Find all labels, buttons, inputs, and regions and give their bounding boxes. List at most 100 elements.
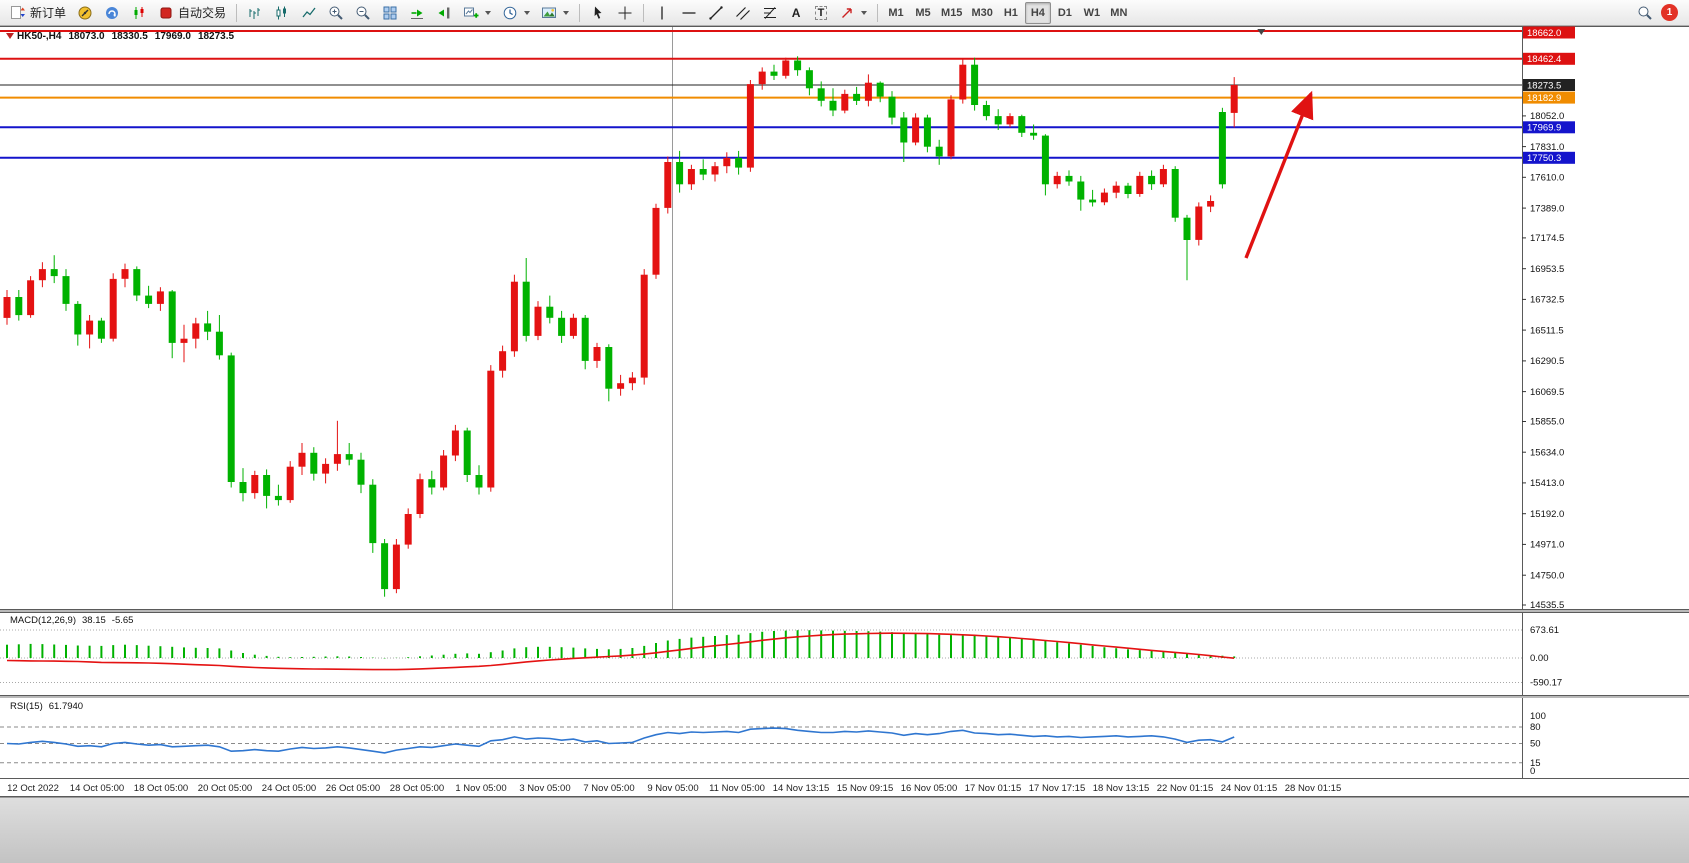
text-tool-glyph: A bbox=[791, 5, 801, 20]
svg-text:1 Nov 05:00: 1 Nov 05:00 bbox=[455, 783, 506, 794]
svg-text:14535.5: 14535.5 bbox=[1530, 600, 1564, 610]
dropdown-caret-icon bbox=[861, 10, 868, 15]
zoom-out-button[interactable] bbox=[350, 2, 376, 24]
dropdown-caret-icon bbox=[524, 10, 531, 15]
new-order-button[interactable]: 新订单 bbox=[5, 2, 71, 24]
svg-text:12 Oct 2022: 12 Oct 2022 bbox=[7, 783, 59, 794]
autotrading-status-icon bbox=[160, 7, 172, 18]
new-chart-button[interactable] bbox=[458, 2, 496, 24]
svg-text:24 Oct 05:00: 24 Oct 05:00 bbox=[262, 783, 316, 794]
svg-text:14750.0: 14750.0 bbox=[1530, 570, 1564, 581]
timeframe-w1-button[interactable]: W1 bbox=[1079, 2, 1105, 24]
time-axis[interactable]: 12 Oct 2022 14 Oct 05:00 18 Oct 05:00 20 Oc… bbox=[0, 779, 1689, 797]
svg-text:17610.0: 17610.0 bbox=[1530, 173, 1564, 184]
support-button[interactable] bbox=[99, 2, 125, 24]
svg-text:50: 50 bbox=[1530, 739, 1541, 750]
toolbar-separator bbox=[236, 3, 238, 22]
candle-chart-button[interactable] bbox=[269, 2, 295, 24]
fibonacci-icon bbox=[764, 6, 777, 19]
svg-text:17750.3: 17750.3 bbox=[1527, 153, 1561, 164]
svg-text:17389.0: 17389.0 bbox=[1530, 203, 1564, 214]
auto-scroll-button[interactable] bbox=[404, 2, 430, 24]
autotrading-button[interactable]: 自动交易 bbox=[153, 2, 231, 24]
svg-text:100: 100 bbox=[1530, 711, 1546, 722]
toolbar-separator bbox=[643, 3, 645, 22]
chart-shift-button[interactable] bbox=[431, 2, 457, 24]
macd-panel[interactable]: 673.61 0.00 -590.17 bbox=[0, 612, 1689, 696]
cursor-icon bbox=[594, 6, 602, 19]
svg-text:16511.5: 16511.5 bbox=[1530, 325, 1564, 336]
zoom-in-icon bbox=[329, 6, 343, 20]
panel-splitter[interactable] bbox=[0, 696, 1689, 698]
line-chart-button[interactable] bbox=[296, 2, 322, 24]
svg-text:15: 15 bbox=[1530, 758, 1541, 769]
timeframe-mn-button[interactable]: MN bbox=[1106, 2, 1132, 24]
tile-windows-icon bbox=[383, 6, 397, 19]
timeframe-m5-button[interactable]: M5 bbox=[910, 2, 936, 24]
svg-text:16290.5: 16290.5 bbox=[1530, 356, 1564, 367]
notification-badge[interactable]: 1 bbox=[1661, 4, 1678, 21]
timeframe-h4-button[interactable]: H4 bbox=[1024, 1, 1051, 24]
trendline-tool-button[interactable] bbox=[703, 2, 729, 24]
svg-text:673.61: 673.61 bbox=[1530, 625, 1559, 636]
timeframe-m15-button[interactable]: M15 bbox=[937, 2, 966, 24]
svg-text:16069.5: 16069.5 bbox=[1530, 387, 1564, 398]
svg-text:16732.5: 16732.5 bbox=[1530, 295, 1564, 306]
svg-text:22 Nov 01:15: 22 Nov 01:15 bbox=[1157, 783, 1214, 794]
svg-text:28 Nov 01:15: 28 Nov 01:15 bbox=[1285, 783, 1342, 794]
svg-text:14 Oct 05:00: 14 Oct 05:00 bbox=[70, 783, 124, 794]
svg-text:18462.4: 18462.4 bbox=[1527, 54, 1561, 65]
timeframe-m1-button[interactable]: M1 bbox=[883, 2, 909, 24]
crosshair-tool-button[interactable] bbox=[612, 2, 638, 24]
one-click-trading-icon[interactable] bbox=[6, 33, 14, 39]
svg-text:11 Nov 05:00: 11 Nov 05:00 bbox=[709, 783, 765, 794]
svg-text:24 Nov 01:15: 24 Nov 01:15 bbox=[1221, 783, 1278, 794]
arrow-tool-icon bbox=[842, 7, 852, 18]
bar-chart-button[interactable] bbox=[242, 2, 268, 24]
text-label-tool-button[interactable]: T bbox=[809, 2, 833, 24]
svg-text:14 Nov 13:15: 14 Nov 13:15 bbox=[773, 783, 830, 794]
search-button[interactable] bbox=[1632, 2, 1658, 24]
fibonacci-tool-button[interactable] bbox=[757, 2, 783, 24]
vertical-line-tool-button[interactable] bbox=[649, 2, 675, 24]
timeframe-m30-button[interactable]: M30 bbox=[967, 2, 996, 24]
tile-windows-button[interactable] bbox=[377, 2, 403, 24]
svg-text:18 Nov 13:15: 18 Nov 13:15 bbox=[1093, 783, 1150, 794]
search-icon bbox=[1638, 6, 1652, 20]
panel-splitter[interactable] bbox=[0, 610, 1689, 612]
toolbar-separator bbox=[579, 3, 581, 22]
trendline-icon bbox=[709, 5, 723, 20]
svg-text:26 Oct 05:00: 26 Oct 05:00 bbox=[326, 783, 380, 794]
svg-text:15855.0: 15855.0 bbox=[1530, 417, 1564, 428]
svg-text:18662.0: 18662.0 bbox=[1527, 28, 1561, 39]
timeframe-d1-button[interactable]: D1 bbox=[1052, 2, 1078, 24]
svg-text:15634.0: 15634.0 bbox=[1530, 447, 1564, 458]
metaeditor-button[interactable] bbox=[72, 2, 98, 24]
cursor-tool-button[interactable] bbox=[585, 2, 611, 24]
main-chart[interactable]: 18052.0 17831.0 17610.0 17389.0 17174.5 16953… bbox=[0, 26, 1689, 610]
svg-text:18 Oct 05:00: 18 Oct 05:00 bbox=[134, 783, 188, 794]
crosshair-icon bbox=[618, 6, 632, 19]
timeframe-h1-button[interactable]: H1 bbox=[998, 2, 1024, 24]
svg-text:15 Nov 09:15: 15 Nov 09:15 bbox=[837, 783, 894, 794]
horizontal-line-tool-button[interactable] bbox=[676, 2, 702, 24]
bottom-strip bbox=[0, 797, 1689, 863]
channel-icon bbox=[736, 6, 750, 20]
timeframe-group: M1 M5 M15 M30 H1 H4 D1 W1 MN bbox=[883, 1, 1132, 24]
toolbar: 新订单 自动交易 bbox=[0, 0, 1689, 26]
svg-text:17831.0: 17831.0 bbox=[1530, 142, 1564, 153]
market-watch-button[interactable] bbox=[126, 2, 152, 24]
zoom-in-button[interactable] bbox=[323, 2, 349, 24]
zoom-out-icon bbox=[356, 6, 370, 20]
svg-text:7 Nov 05:00: 7 Nov 05:00 bbox=[583, 783, 634, 794]
chart-shift-icon bbox=[438, 7, 450, 18]
periods-button[interactable] bbox=[497, 2, 535, 24]
arrows-tool-button[interactable] bbox=[834, 2, 872, 24]
text-tool-button[interactable]: A bbox=[784, 2, 808, 24]
svg-text:17 Nov 01:15: 17 Nov 01:15 bbox=[965, 783, 1022, 794]
channel-tool-button[interactable] bbox=[730, 2, 756, 24]
svg-text:3 Nov 05:00: 3 Nov 05:00 bbox=[519, 783, 570, 794]
templates-button[interactable] bbox=[536, 2, 574, 24]
chart-window: HK50-,H4 18073.0 18330.5 17969.0 18273.5 180… bbox=[0, 26, 1689, 863]
